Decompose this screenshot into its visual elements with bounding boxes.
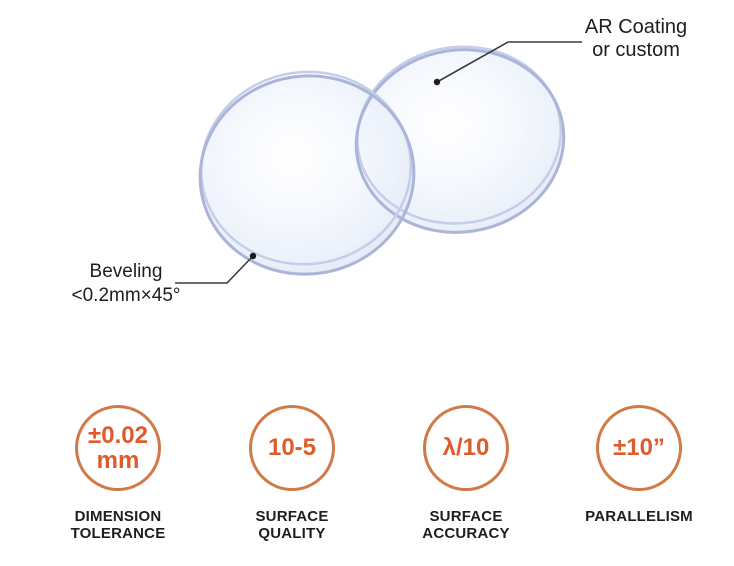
badge-parallelism: ±10” PARALLELISM bbox=[569, 405, 709, 525]
spec-label: DIMENSION TOLERANCE bbox=[70, 508, 166, 542]
beveling-annotation: Beveling <0.2mm×45° bbox=[71, 261, 181, 306]
back-lens-rim bbox=[354, 45, 566, 234]
leader-dot-beveling bbox=[249, 252, 257, 260]
front-lens-rim bbox=[198, 70, 416, 276]
badge-surface-quality: 10-5 SURFACE QUALITY bbox=[222, 405, 362, 542]
spec-value: ±10” bbox=[613, 434, 665, 462]
spec-circle: ±10” bbox=[596, 405, 682, 491]
spec-circle: ±0.02 mm bbox=[75, 405, 161, 491]
badge-dimension-tolerance: ±0.02 mm DIMENSION TOLERANCE bbox=[48, 405, 188, 542]
spec-label: SURFACE ACCURACY bbox=[422, 508, 510, 542]
leader-line-ar-coating bbox=[436, 41, 582, 83]
spec-value: 10-5 bbox=[267, 434, 317, 462]
spec-value: λ/10 bbox=[442, 434, 490, 462]
ar-coating-annotation: AR Coating or custom bbox=[584, 16, 688, 61]
spec-circle: λ/10 bbox=[423, 405, 509, 491]
spec-circle: 10-5 bbox=[249, 405, 335, 491]
spec-label: PARALLELISM bbox=[585, 508, 693, 525]
front-lens bbox=[200, 75, 414, 275]
leader-line-beveling bbox=[175, 255, 254, 284]
spec-value: ±0.02 mm bbox=[88, 421, 148, 474]
badge-surface-accuracy: λ/10 SURFACE ACCURACY bbox=[396, 405, 536, 542]
spec-label: SURFACE QUALITY bbox=[255, 508, 329, 542]
leader-dot-ar-coating bbox=[433, 78, 441, 86]
